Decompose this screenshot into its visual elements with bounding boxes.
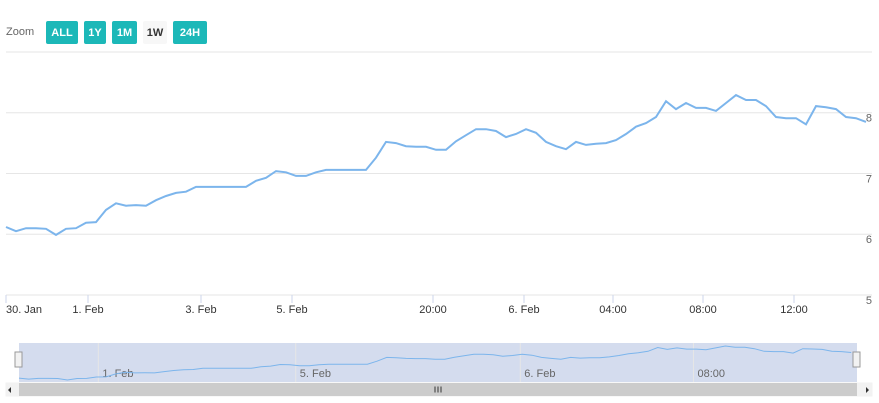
y-tick-label: 7 bbox=[866, 173, 872, 185]
zoom-button-label[interactable]: 1M bbox=[117, 27, 132, 39]
zoom-button[interactable]: 1M bbox=[112, 21, 137, 44]
x-tick-label: 08:00 bbox=[689, 304, 717, 316]
navigator-tick-label: 5. Feb bbox=[300, 368, 331, 380]
x-tick-label: 3. Feb bbox=[185, 304, 216, 316]
zoom-label: Zoom bbox=[6, 26, 34, 38]
zoom-button[interactable]: ALL bbox=[46, 21, 78, 44]
x-tick-label: 30. Jan bbox=[6, 304, 42, 316]
x-tick-label: 1. Feb bbox=[72, 304, 103, 316]
zoom-button[interactable]: 24H bbox=[173, 21, 207, 44]
y-tick-label: 8 bbox=[866, 113, 872, 125]
navigator-line bbox=[18, 345, 852, 381]
y-tick-label: 5 bbox=[866, 295, 872, 307]
x-tick-label: 5. Feb bbox=[276, 304, 307, 316]
zoom-button[interactable]: 1Y bbox=[84, 21, 106, 44]
zoom-button-bg[interactable] bbox=[46, 21, 78, 44]
navigator-tick-label: 08:00 bbox=[697, 368, 725, 380]
scrollbar-grip bbox=[434, 386, 442, 393]
navigator-handle-left[interactable] bbox=[14, 351, 23, 368]
x-tick-label: 20:00 bbox=[419, 304, 447, 316]
zoom-button-bg[interactable] bbox=[112, 21, 137, 44]
zoom-button[interactable]: 1W bbox=[143, 21, 167, 44]
x-tick-label: 6. Feb bbox=[508, 304, 539, 316]
zoom-button-label[interactable]: ALL bbox=[51, 27, 73, 39]
x-tick-label: 04:00 bbox=[599, 304, 627, 316]
zoom-buttons: ALL 1Y 1M 1W 24H bbox=[46, 21, 207, 44]
x-tick-label: 12:00 bbox=[780, 304, 808, 316]
navigator-mask bbox=[19, 343, 857, 382]
zoom-button-label[interactable]: 24H bbox=[180, 27, 200, 39]
zoom-button-label[interactable]: 1W bbox=[147, 27, 164, 39]
series-line bbox=[5, 93, 867, 237]
navigator-tick-label: 6. Feb bbox=[524, 368, 555, 380]
zoom-button-bg[interactable] bbox=[84, 21, 106, 44]
zoom-button-bg[interactable] bbox=[143, 21, 167, 44]
zoom-button-label[interactable]: 1Y bbox=[88, 27, 102, 39]
navigator-handle-right[interactable] bbox=[852, 351, 861, 368]
y-tick-label: 6 bbox=[866, 234, 872, 246]
zoom-button-bg[interactable] bbox=[173, 21, 207, 44]
